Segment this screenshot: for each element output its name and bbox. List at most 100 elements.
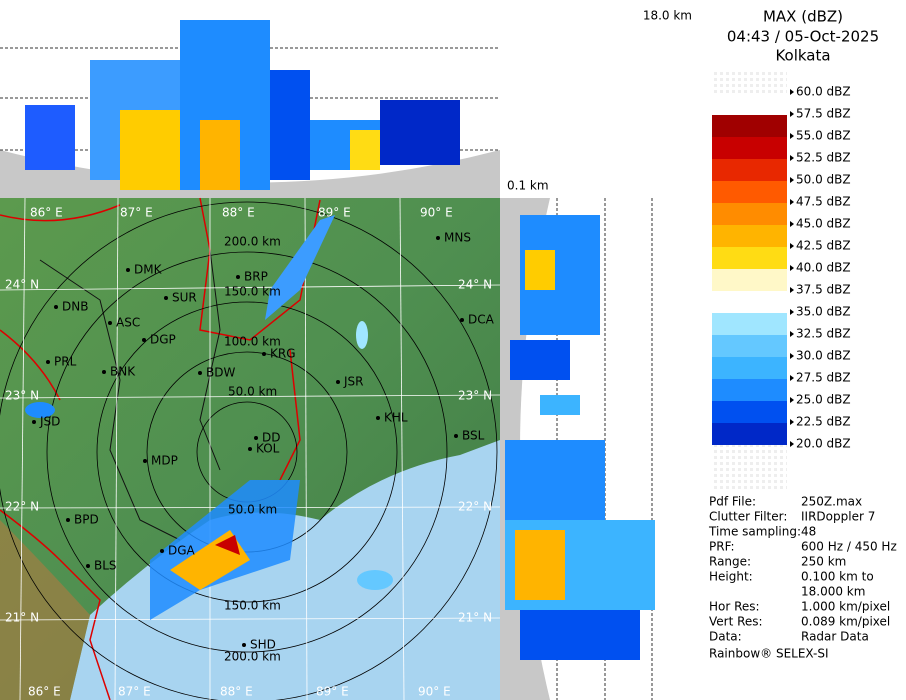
legend-label: 22.5 dBZ <box>796 415 851 429</box>
city-dot <box>66 518 70 522</box>
range-label: 50.0 km <box>228 385 277 399</box>
city-dot <box>254 436 258 440</box>
longitude-label: 89° E <box>318 206 351 220</box>
info-label: Hor Res: <box>709 600 760 614</box>
city-dot <box>436 236 440 240</box>
legend-label: 32.5 dBZ <box>796 327 851 341</box>
legend-swatch <box>712 357 787 379</box>
legend-label: 42.5 dBZ <box>796 239 851 253</box>
city-dot <box>46 360 50 364</box>
longitude-label: 90° E <box>418 685 451 699</box>
city-dot <box>108 321 112 325</box>
city-dot <box>198 371 202 375</box>
legend-tick <box>790 287 794 293</box>
height-top: 18.0 km <box>643 9 692 23</box>
city-label: SUR <box>172 291 197 305</box>
timestamp: 04:43 / 05-Oct-2025 <box>727 28 879 46</box>
city-dot <box>460 318 464 322</box>
range-label: 200.0 km <box>224 650 281 664</box>
legend-swatch <box>712 423 787 445</box>
legend-label: 25.0 dBZ <box>796 393 851 407</box>
latitude-label: 24° N <box>458 278 492 292</box>
legend-tick <box>790 419 794 425</box>
legend-swatch <box>712 335 787 357</box>
latitude-label: 24° N <box>5 278 39 292</box>
latitude-label: 22° N <box>5 500 39 514</box>
legend-tick <box>790 397 794 403</box>
legend-swatch <box>712 115 787 137</box>
height-bottom: 0.1 km <box>507 179 549 193</box>
legend-label: 45.0 dBZ <box>796 217 851 231</box>
legend-tick <box>790 309 794 315</box>
city-label: BSL <box>462 429 485 443</box>
range-label: 150.0 km <box>224 285 281 299</box>
city-label: BPD <box>74 513 99 527</box>
range-label: 100.0 km <box>224 335 281 349</box>
legend-hatch <box>712 445 787 490</box>
info-label: PRF: <box>709 540 735 554</box>
city-label: PRL <box>54 355 77 369</box>
legend-tick <box>790 111 794 117</box>
city-dot <box>32 420 36 424</box>
info-label: Range: <box>709 555 751 569</box>
legend-swatch <box>712 159 787 181</box>
legend-label: 60.0 dBZ <box>796 85 851 99</box>
latitude-label: 23° N <box>458 389 492 403</box>
range-label: 50.0 km <box>228 503 277 517</box>
legend-tick <box>790 199 794 205</box>
city-dot <box>142 338 146 342</box>
legend-swatch <box>712 225 787 247</box>
city-label: DGP <box>150 333 176 347</box>
info-value: Radar Data <box>801 630 869 644</box>
legend-tick <box>790 331 794 337</box>
city-label: MNS <box>444 231 471 245</box>
legend-tick <box>790 353 794 359</box>
city-label: BDW <box>206 366 235 380</box>
city-label: DGA <box>168 544 196 558</box>
legend-swatch <box>712 269 787 291</box>
latitude-label: 21° N <box>5 611 39 625</box>
info-value: 1.000 km/pixel <box>801 600 890 614</box>
city-label: KHL <box>384 411 408 425</box>
info-value: IIRDoppler 7 <box>801 510 875 524</box>
city-dot <box>126 268 130 272</box>
legend-swatch <box>712 203 787 225</box>
city-dot <box>86 564 90 568</box>
legend-label: 27.5 dBZ <box>796 371 851 385</box>
city-dot <box>248 447 252 451</box>
city-dot <box>454 434 458 438</box>
info-value: 18.000 km <box>801 585 865 599</box>
city-dot <box>102 370 106 374</box>
info-value: 0.100 km to <box>801 570 874 584</box>
latitude-label: 23° N <box>5 389 39 403</box>
legend-label: 20.0 dBZ <box>796 437 851 451</box>
city-dot <box>236 275 240 279</box>
longitude-label: 89° E <box>316 685 349 699</box>
legend-label: 30.0 dBZ <box>796 349 851 363</box>
longitude-label: 88° E <box>222 206 255 220</box>
city-label: MDP <box>151 454 178 468</box>
city-label: KOL <box>256 442 280 456</box>
footer: Rainbow® SELEX-SI <box>709 647 829 661</box>
longitude-label: 88° E <box>220 685 253 699</box>
location: Kolkata <box>775 47 830 65</box>
legend-swatch <box>712 247 787 269</box>
city-dot <box>376 416 380 420</box>
legend-swatch <box>712 401 787 423</box>
title: MAX (dBZ) <box>763 8 843 26</box>
legend-tick <box>790 265 794 271</box>
range-label: 150.0 km <box>224 599 281 613</box>
info-value: 48 <box>801 525 816 539</box>
legend-swatch <box>712 291 787 313</box>
legend-label: 35.0 dBZ <box>796 305 851 319</box>
longitude-label: 86° E <box>30 206 63 220</box>
legend-tick <box>790 133 794 139</box>
legend-swatch <box>712 313 787 335</box>
info-label: Vert Res: <box>709 615 763 629</box>
legend-tick <box>790 243 794 249</box>
legend-swatch <box>712 379 787 401</box>
longitude-label: 90° E <box>420 206 453 220</box>
legend-label: 55.0 dBZ <box>796 129 851 143</box>
city-label: BLS <box>94 559 117 573</box>
